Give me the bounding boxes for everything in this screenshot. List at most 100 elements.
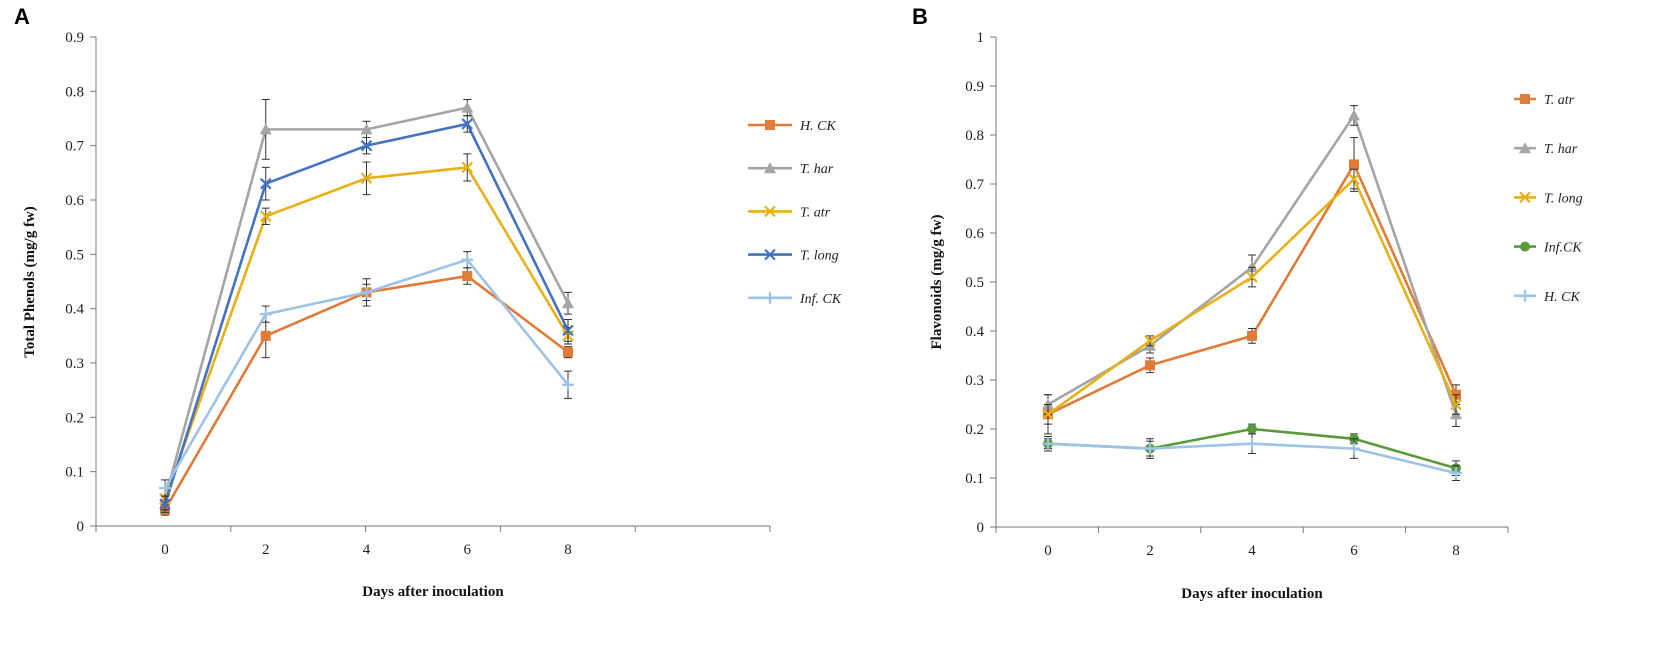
chart-a-y-tick-label: 0.2 [65, 410, 84, 426]
chart-b-x-tick-label: 2 [1146, 543, 1154, 559]
chart-a-legend-label: T. har [800, 162, 834, 177]
chart-b-data-point [1349, 159, 1359, 170]
chart-b-panel-label: B [912, 4, 928, 29]
chart-b-data-point [1042, 437, 1054, 450]
chart-a-data-point [461, 161, 474, 174]
chart-a-data-point [462, 271, 473, 282]
chart-b-data-point [1450, 467, 1462, 480]
chart-a-data-point [159, 481, 171, 494]
chart-b-x-tick-label: 6 [1350, 543, 1358, 559]
chart-b-legend-marker [1519, 289, 1531, 302]
chart-a-data-point [563, 347, 573, 358]
chart-b-legend-marker [1520, 94, 1530, 104]
chart-a-y-tick-label: 0.7 [65, 139, 84, 155]
chart-a-data-point [259, 123, 272, 135]
chart-b-legend-marker [1519, 142, 1531, 154]
chart-a: A 0 0.1 0.2 0.3 0.4 0.5 0.6 0.7 0.8 0.9 0 2 4 6 8 Days a… [14, 4, 842, 600]
chart-a-x-tick-label: 4 [363, 542, 371, 558]
chart-b-legend-entry: T. atr [1514, 93, 1575, 108]
chart-a-data-point [562, 378, 574, 391]
chart-b-y-tick-label: 0.7 [965, 177, 984, 193]
chart-b-series-4 [1042, 433, 1462, 481]
chart-b-y-tick-label: 0 [977, 520, 985, 536]
chart-a-legend-entry: T. atr [748, 205, 831, 220]
chart-a-legend-entry: H. CK [748, 119, 836, 134]
chart-a-x-tick-label: 8 [564, 542, 572, 558]
chart-a-y-tick-label: 0.5 [65, 247, 84, 263]
chart-b-data-point [1348, 109, 1360, 121]
chart-a-data-point [360, 139, 373, 152]
chart-a-data-point [461, 118, 474, 130]
chart-a-data-point [360, 123, 373, 135]
chart-a-data-point [260, 330, 271, 341]
chart-b-data-point [1246, 271, 1258, 283]
chart-b-data-point [1348, 442, 1360, 455]
chart-b-data-point [1450, 398, 1462, 411]
chart-b-data-point [1144, 442, 1156, 455]
chart-b-data-point [1145, 360, 1155, 371]
chart-b-x-tick-label: 0 [1044, 543, 1052, 559]
chart-a-legend-marker [764, 291, 776, 304]
chart-a-series-2 [159, 153, 574, 511]
chart-b-x-tick-label: 4 [1248, 543, 1256, 559]
chart-a-data-point [259, 308, 272, 321]
chart-a-data-point [461, 253, 474, 266]
chart-b-legend-label: Inf.CK [1543, 241, 1582, 256]
chart-b-legend-label: T. har [1544, 142, 1578, 157]
chart-a-panel-label: A [14, 4, 30, 29]
chart-a-data-point [461, 101, 474, 113]
chart-b-y-tick-label: 0.8 [965, 128, 984, 144]
chart-b-x-axis-title: Days after inoculation [1181, 586, 1323, 602]
chart-b-data-point [1247, 330, 1257, 341]
chart-b-series-line [1047, 177, 1458, 416]
chart-a-x-tick-label: 2 [262, 542, 270, 558]
chart-a-data-point [562, 297, 574, 309]
chart-a-y-tick-label: 0.8 [65, 84, 84, 100]
chart-a-legend-label: Inf. CK [799, 292, 842, 307]
chart-a-data-point [360, 172, 373, 185]
chart-b-data-point [1042, 408, 1054, 421]
chart-a-data-point [360, 286, 373, 299]
chart-b-data-point [1247, 424, 1257, 434]
chart-a-legend-marker [764, 205, 776, 218]
chart-b-series-line [1047, 163, 1458, 416]
chart-a-data-point [562, 324, 574, 337]
chart-b-legend-entry: T. long [1514, 191, 1583, 206]
chart-b-y-tick-label: 0.6 [965, 226, 984, 242]
chart-a-y-tick-label: 0.1 [65, 465, 84, 481]
chart-a-legend-entry: T. har [748, 162, 834, 177]
chart-b-y-tick-label: 0.9 [965, 79, 984, 95]
chart-b-y-tick-label: 0.3 [965, 373, 984, 389]
chart-a-y-tick-label: 0 [77, 519, 85, 535]
chart-a-legend-label: T. long [800, 249, 839, 264]
chart-a-y-tick-label: 0.3 [65, 356, 84, 372]
chart-a-legend-marker [764, 248, 776, 261]
chart-a-legend-entry: Inf. CK [748, 292, 842, 307]
chart-b-legend-label: T. atr [1544, 93, 1575, 108]
chart-a-legend-label: T. atr [800, 205, 831, 220]
chart-b-y-tick-label: 1 [977, 30, 985, 46]
chart-b-y-tick-label: 0.5 [965, 275, 984, 291]
chart-b-legend-label: H. CK [1543, 290, 1580, 305]
chart-a-x-tick-label: 0 [161, 542, 169, 558]
chart-b-x-tick-label: 8 [1452, 543, 1460, 559]
chart-b-data-point [1348, 173, 1360, 185]
chart-b-y-tick-label: 0.1 [965, 471, 984, 487]
chart-b-data-point [1144, 335, 1156, 347]
chart-a-series-line [163, 166, 570, 500]
chart-a-data-point [259, 210, 272, 223]
chart-b-legend-marker [1520, 241, 1530, 252]
chart-a-y-tick-label: 0.4 [65, 302, 84, 318]
chart-a-legend-marker [764, 162, 776, 174]
chart-b-y-tick-label: 0.4 [965, 324, 984, 340]
chart-a-series-4 [159, 251, 574, 497]
chart-b-legend-entry: T. har [1514, 142, 1578, 157]
chart-a-y-tick-label: 0.6 [65, 193, 84, 209]
chart-b-legend-marker [1519, 191, 1531, 204]
chart-a-legend-entry: T. long [748, 249, 839, 264]
chart-b-series-2 [1042, 168, 1462, 425]
chart-a-x-axis-title: Days after inoculation [362, 584, 504, 600]
chart-a-y-axis-title: Total Phenols (mg/g fw) [22, 206, 38, 358]
chart-a-data-point [259, 177, 272, 190]
chart-a-x-tick-label: 6 [464, 542, 472, 558]
